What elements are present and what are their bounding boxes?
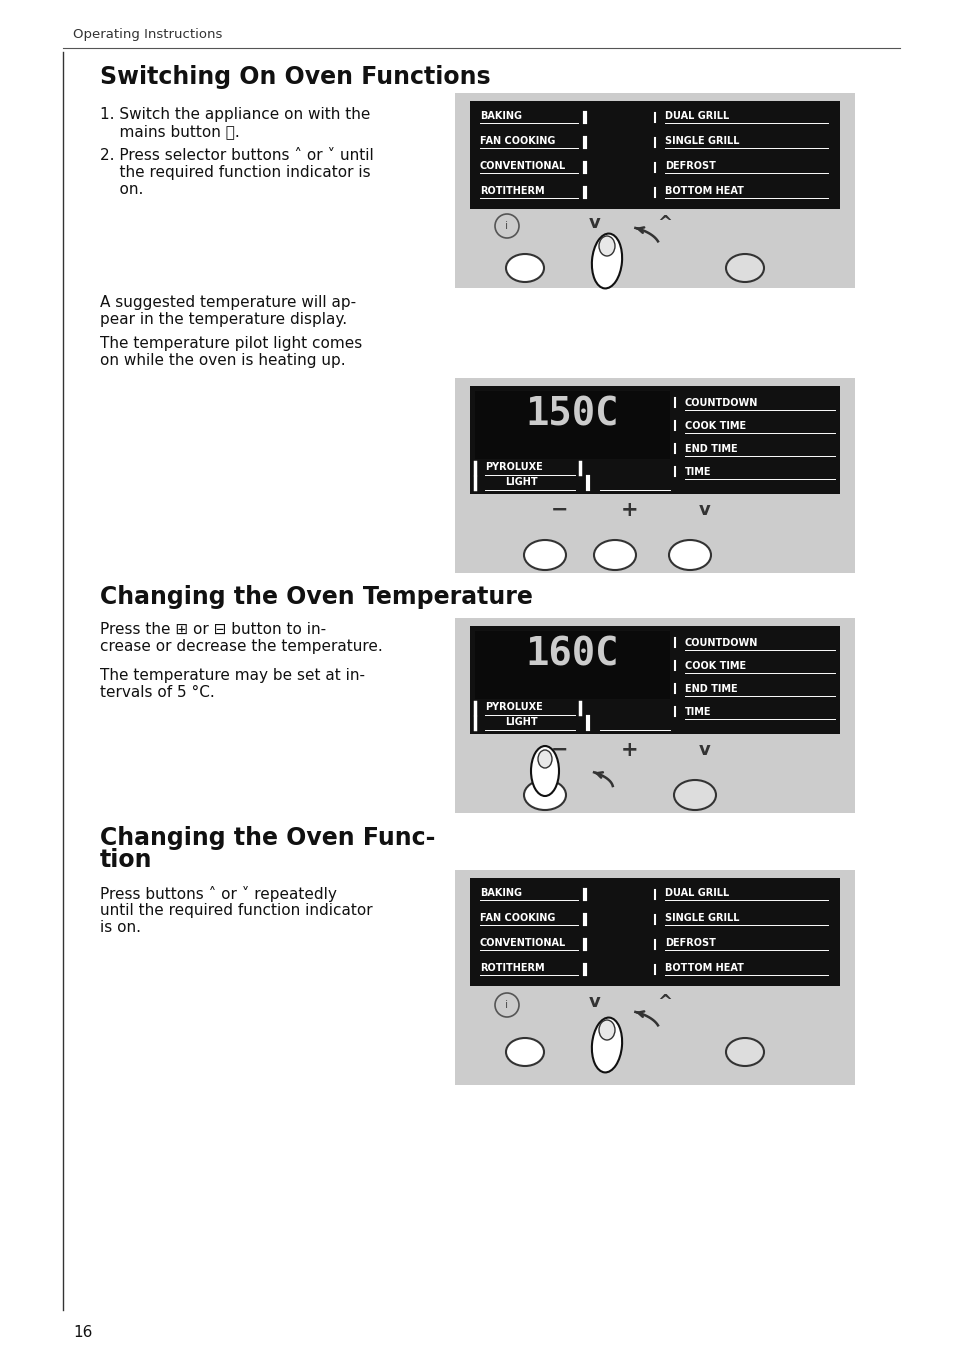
Text: Switching On Oven Functions: Switching On Oven Functions — [100, 65, 490, 89]
Text: Press the ⊞ or ⊟ button to in-: Press the ⊞ or ⊟ button to in- — [100, 622, 326, 637]
Text: +: + — [620, 740, 639, 760]
Text: BOTTOM HEAT: BOTTOM HEAT — [664, 187, 743, 196]
Ellipse shape — [594, 539, 636, 571]
Ellipse shape — [591, 234, 621, 288]
Text: i: i — [505, 1000, 508, 1010]
Text: END TIME: END TIME — [684, 684, 737, 694]
Ellipse shape — [537, 750, 552, 768]
Text: v: v — [699, 502, 710, 519]
Bar — [455, 379, 854, 573]
Ellipse shape — [668, 539, 710, 571]
Text: ^: ^ — [657, 992, 672, 1011]
Text: CONVENTIONAL: CONVENTIONAL — [479, 938, 566, 948]
Text: CONVENTIONAL: CONVENTIONAL — [479, 161, 566, 170]
Text: 1. Switch the appliance on with the: 1. Switch the appliance on with the — [100, 107, 370, 122]
Ellipse shape — [531, 746, 558, 796]
Text: 16: 16 — [73, 1325, 92, 1340]
Text: COUNTDOWN: COUNTDOWN — [684, 638, 758, 648]
Text: pear in the temperature display.: pear in the temperature display. — [100, 312, 347, 327]
Text: v: v — [589, 214, 600, 233]
Text: FAN COOKING: FAN COOKING — [479, 913, 555, 923]
Text: +: + — [620, 500, 639, 521]
Bar — [475, 631, 669, 699]
Text: i: i — [505, 220, 508, 231]
Text: The temperature may be set at in-: The temperature may be set at in- — [100, 668, 365, 683]
Text: crease or decrease the temperature.: crease or decrease the temperature. — [100, 639, 382, 654]
Text: LIGHT: LIGHT — [504, 477, 537, 487]
Text: mains button ⓞ.: mains button ⓞ. — [100, 124, 239, 139]
Bar — [455, 618, 854, 813]
Ellipse shape — [598, 1019, 615, 1040]
Text: BAKING: BAKING — [479, 111, 521, 120]
Ellipse shape — [598, 237, 615, 256]
Text: Changing the Oven Func-: Changing the Oven Func- — [100, 826, 435, 850]
Text: v: v — [699, 741, 710, 758]
Text: v: v — [589, 992, 600, 1011]
Text: BAKING: BAKING — [479, 888, 521, 898]
Text: until the required function indicator: until the required function indicator — [100, 903, 373, 918]
Text: ROTITHERM: ROTITHERM — [479, 187, 544, 196]
Text: TIME: TIME — [684, 707, 711, 717]
Text: on while the oven is heating up.: on while the oven is heating up. — [100, 353, 345, 368]
Text: FAN COOKING: FAN COOKING — [479, 137, 555, 146]
Text: is on.: is on. — [100, 919, 141, 936]
Bar — [470, 387, 840, 493]
Text: TIME: TIME — [684, 466, 711, 477]
Ellipse shape — [523, 780, 565, 810]
Text: −: − — [551, 500, 568, 521]
Ellipse shape — [523, 539, 565, 571]
Bar — [470, 877, 840, 986]
Text: COUNTDOWN: COUNTDOWN — [684, 397, 758, 408]
Text: DUAL GRILL: DUAL GRILL — [664, 111, 728, 120]
Ellipse shape — [673, 780, 716, 810]
Text: DUAL GRILL: DUAL GRILL — [664, 888, 728, 898]
Text: SINGLE GRILL: SINGLE GRILL — [664, 137, 739, 146]
Text: PYROLUXE: PYROLUXE — [484, 702, 542, 713]
Text: The temperature pilot light comes: The temperature pilot light comes — [100, 337, 362, 352]
Text: DEFROST: DEFROST — [664, 938, 715, 948]
Text: A suggested temperature will ap-: A suggested temperature will ap- — [100, 295, 355, 310]
Bar — [470, 626, 840, 734]
Ellipse shape — [505, 1038, 543, 1065]
Text: the required function indicator is: the required function indicator is — [100, 165, 370, 180]
Text: tion: tion — [100, 848, 152, 872]
Bar — [475, 391, 669, 458]
Text: ROTITHERM: ROTITHERM — [479, 963, 544, 973]
Text: DEFROST: DEFROST — [664, 161, 715, 170]
Text: BOTTOM HEAT: BOTTOM HEAT — [664, 963, 743, 973]
Text: END TIME: END TIME — [684, 443, 737, 454]
Text: 150C: 150C — [525, 396, 618, 434]
Text: SINGLE GRILL: SINGLE GRILL — [664, 913, 739, 923]
Ellipse shape — [725, 1038, 763, 1065]
Bar — [455, 869, 854, 1086]
Text: Press buttons ˄ or ˅ repeatedly: Press buttons ˄ or ˅ repeatedly — [100, 886, 336, 902]
Text: Changing the Oven Temperature: Changing the Oven Temperature — [100, 585, 533, 608]
Text: Operating Instructions: Operating Instructions — [73, 28, 222, 41]
Bar — [470, 101, 840, 210]
Ellipse shape — [505, 254, 543, 283]
Text: 160C: 160C — [525, 635, 618, 675]
Ellipse shape — [591, 1018, 621, 1072]
Text: PYROLUXE: PYROLUXE — [484, 462, 542, 472]
Text: −: − — [551, 740, 568, 760]
Ellipse shape — [725, 254, 763, 283]
Text: COOK TIME: COOK TIME — [684, 420, 745, 431]
Bar — [455, 93, 854, 288]
Text: tervals of 5 °C.: tervals of 5 °C. — [100, 685, 214, 700]
Text: COOK TIME: COOK TIME — [684, 661, 745, 671]
Text: ^: ^ — [657, 214, 672, 233]
Text: 2. Press selector buttons ˄ or ˅ until: 2. Press selector buttons ˄ or ˅ until — [100, 147, 374, 164]
Text: LIGHT: LIGHT — [504, 717, 537, 727]
Text: on.: on. — [100, 183, 143, 197]
